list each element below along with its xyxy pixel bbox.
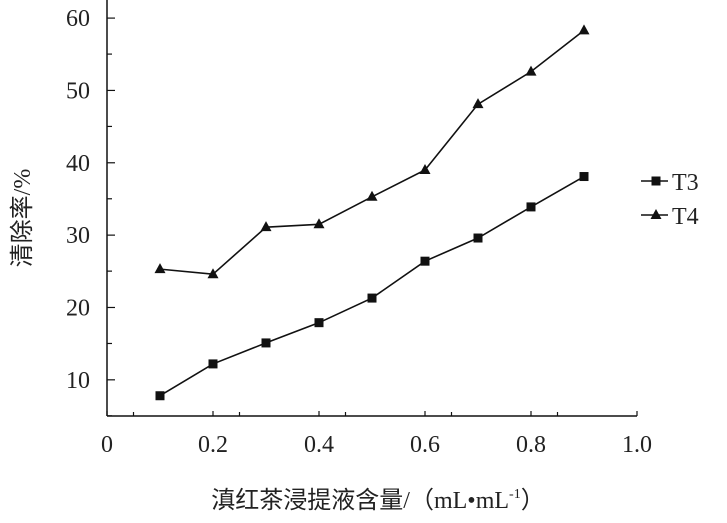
legend-item-t3: T3 bbox=[641, 170, 699, 196]
legend-label: T4 bbox=[672, 204, 699, 230]
data-point-t4 bbox=[525, 65, 537, 76]
x-tick-label: 0.2 bbox=[198, 432, 228, 458]
y-tick-label: 20 bbox=[66, 295, 90, 321]
series-group bbox=[154, 24, 590, 401]
y-axis-label: 清除率/% bbox=[9, 169, 36, 268]
series-line-t4 bbox=[159, 29, 585, 276]
data-point-t4 bbox=[260, 221, 272, 232]
y-tick-label: 60 bbox=[66, 6, 90, 32]
y-tick-label: 50 bbox=[66, 78, 90, 104]
data-point-t3 bbox=[314, 318, 324, 328]
data-point-t4 bbox=[578, 24, 590, 35]
x-axis-label-main: 滇红茶浸提液含量/（mL•mL bbox=[211, 487, 509, 514]
data-point-t4 bbox=[154, 263, 166, 274]
series-t4 bbox=[154, 24, 590, 279]
data-point-t3 bbox=[420, 256, 430, 266]
data-point-t4 bbox=[207, 268, 219, 279]
x-tick-label: 0.4 bbox=[304, 432, 334, 458]
data-point-t3 bbox=[261, 338, 271, 348]
legend-marker-icon bbox=[651, 176, 661, 186]
x-tick-label: 1.0 bbox=[622, 432, 652, 458]
x-axis-label: 滇红茶浸提液含量/（mL•mL-1） bbox=[211, 487, 544, 514]
x-tick-label: 0.6 bbox=[410, 432, 440, 458]
legend-marker-icon bbox=[650, 209, 662, 219]
legend-item-t4: T4 bbox=[641, 204, 699, 230]
y-tick-label: 30 bbox=[66, 223, 90, 249]
y-tick-label: 10 bbox=[66, 368, 90, 394]
x-axis-label-sup: -1 bbox=[509, 487, 521, 502]
series-t3 bbox=[155, 172, 589, 401]
series-line-t3 bbox=[159, 175, 585, 397]
data-point-t3 bbox=[579, 172, 589, 182]
data-point-t4 bbox=[472, 98, 484, 109]
data-point-t3 bbox=[155, 391, 165, 401]
data-point-t3 bbox=[526, 202, 536, 212]
y-tick-label: 40 bbox=[66, 151, 90, 177]
x-tick-label: 0.8 bbox=[516, 432, 546, 458]
x-axis-label-close: ） bbox=[521, 488, 545, 514]
data-point-t4 bbox=[366, 190, 378, 201]
data-point-t4 bbox=[313, 218, 325, 229]
axes: 0 0.2 0.4 0.6 0.8 1.0 10 20 30 40 50 60 bbox=[66, 0, 652, 458]
x-tick-label: 0 bbox=[101, 432, 113, 458]
legend-label: T3 bbox=[672, 170, 699, 196]
data-point-t3 bbox=[473, 233, 483, 243]
data-point-t3 bbox=[367, 293, 377, 303]
data-point-t4 bbox=[419, 164, 431, 175]
data-point-t3 bbox=[208, 359, 218, 369]
